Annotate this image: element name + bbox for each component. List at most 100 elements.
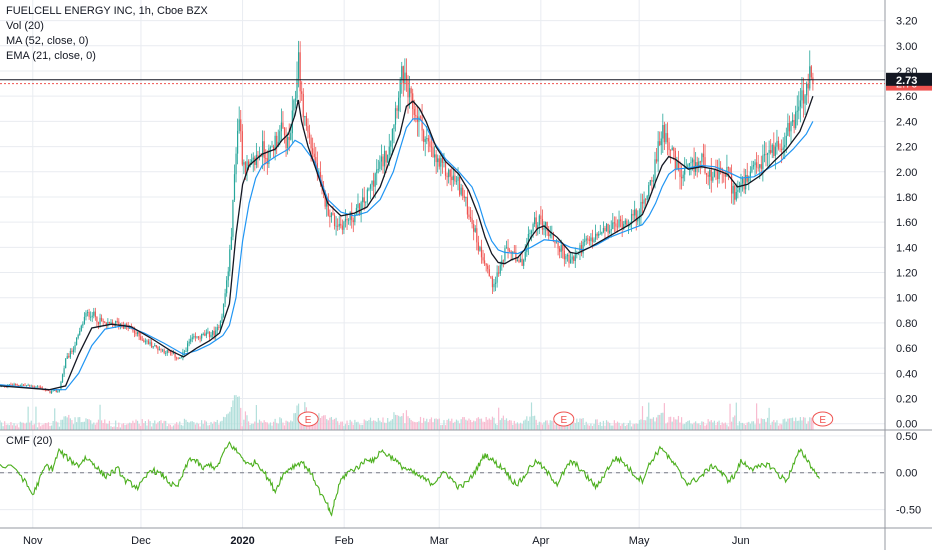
- volume-bar: [129, 422, 131, 430]
- volume-bar: [257, 422, 259, 430]
- volume-bar: [38, 422, 40, 430]
- volume-bar: [426, 418, 428, 430]
- candle-body: [513, 251, 515, 253]
- volume-bar: [383, 422, 386, 430]
- volume-bar: [68, 414, 70, 430]
- candle-body: [743, 178, 745, 190]
- volume-bar: [176, 422, 178, 430]
- volume-bar: [402, 413, 404, 430]
- volume-bar: [793, 421, 795, 430]
- volume-bar: [121, 424, 123, 430]
- candle-body: [147, 340, 150, 345]
- volume-bar: [479, 418, 481, 430]
- candle-body: [432, 147, 434, 158]
- candle-body: [18, 385, 20, 386]
- volume-bar: [609, 422, 611, 430]
- volume-bar: [691, 424, 694, 430]
- candle-body: [75, 338, 78, 346]
- y-tick-label: 1.40: [896, 242, 917, 254]
- volume-bar: [382, 417, 384, 430]
- candle-body: [82, 323, 84, 326]
- candle-body: [737, 189, 739, 192]
- volume-bar: [183, 418, 186, 430]
- volume-bar: [746, 422, 748, 430]
- volume-bar: [569, 424, 572, 430]
- volume-bar: [571, 422, 573, 430]
- volume-bar: [740, 422, 742, 430]
- candle-body: [670, 150, 672, 151]
- candle-body: [473, 223, 475, 232]
- candle-body: [61, 374, 64, 382]
- volume-bar: [737, 425, 739, 430]
- candle-body: [569, 259, 572, 264]
- volume-bar: [390, 420, 392, 430]
- candle-body: [745, 174, 747, 190]
- volume-bar: [449, 421, 451, 430]
- volume-bar: [88, 419, 90, 430]
- volume-bar: [204, 420, 206, 430]
- candle-body: [387, 154, 389, 163]
- candle-body: [668, 142, 670, 151]
- volume-bar: [674, 419, 676, 430]
- cmf-tick-label: 0.00: [896, 468, 917, 480]
- candle-body: [488, 269, 490, 277]
- candle-body: [756, 162, 758, 168]
- candle-body: [568, 254, 570, 264]
- volume-bar: [344, 424, 347, 430]
- candle-body: [55, 390, 57, 392]
- volume-bar: [247, 421, 250, 430]
- earnings-marker-label: E: [560, 415, 567, 426]
- volume-bar: [244, 411, 247, 430]
- volume-bar: [629, 420, 631, 430]
- candle-body: [618, 219, 620, 227]
- volume-bar: [357, 421, 359, 430]
- candle-body: [787, 122, 789, 136]
- candle-body: [496, 272, 498, 283]
- volume-bar: [268, 424, 270, 430]
- candle-body: [701, 153, 703, 163]
- candle-body: [691, 159, 694, 163]
- volume-bar: [798, 420, 800, 430]
- volume-bar: [396, 415, 398, 430]
- volume-bar: [621, 423, 623, 430]
- candle-body: [566, 254, 569, 257]
- volume-bar: [172, 425, 175, 430]
- candle-body: [746, 174, 748, 182]
- candle-body: [257, 154, 259, 158]
- volume-bar: [702, 421, 705, 430]
- candle-body: [247, 161, 250, 167]
- candle-body: [643, 199, 645, 204]
- volume-bar: [54, 408, 56, 430]
- candle-body: [702, 153, 705, 158]
- volume-bar: [452, 422, 454, 430]
- volume-bar: [330, 416, 333, 430]
- candle-body: [768, 150, 770, 154]
- volume-bar: [293, 413, 295, 430]
- volume-bar: [493, 417, 495, 430]
- candle-body: [613, 222, 615, 224]
- candle-body: [741, 178, 744, 184]
- volume-bar: [668, 416, 670, 430]
- volume-bar: [202, 424, 204, 430]
- candle-body: [762, 155, 764, 169]
- grid-lines: [0, 0, 885, 528]
- volume-bar: [210, 421, 212, 430]
- volume-bar: [387, 418, 389, 430]
- volume-bar: [451, 418, 453, 430]
- volume-bar: [368, 419, 370, 430]
- candle-body: [527, 233, 529, 247]
- volume-bar: [541, 424, 544, 430]
- volume-bar: [680, 417, 683, 430]
- volume-bar: [282, 422, 284, 430]
- volume-bar: [171, 426, 173, 430]
- candle-body: [348, 219, 350, 221]
- candle-body: [659, 141, 661, 146]
- volume-bar: [770, 424, 772, 430]
- candle-body: [519, 258, 522, 263]
- candle-body: [63, 368, 65, 375]
- candle-body: [24, 384, 26, 386]
- candle-body: [440, 158, 442, 167]
- candle-body: [315, 157, 317, 163]
- volume-bar: [329, 417, 331, 430]
- volume-bar: [491, 416, 494, 430]
